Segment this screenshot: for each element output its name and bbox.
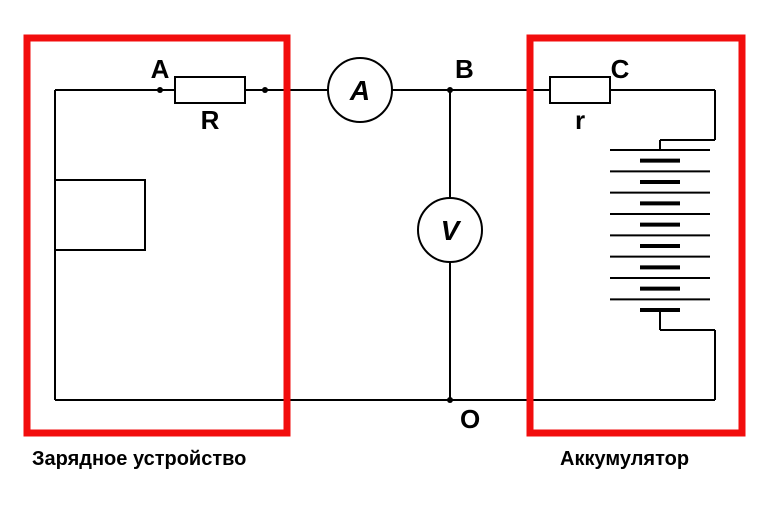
- ammeter-label: A: [349, 75, 370, 106]
- label-B: B: [455, 54, 474, 84]
- label-C: C: [611, 54, 630, 84]
- label-r: r: [575, 105, 585, 135]
- voltmeter-label: V: [441, 215, 462, 246]
- node-B-dot: [447, 87, 453, 93]
- charger-source-box: [55, 180, 145, 250]
- caption-battery: Аккумулятор: [560, 448, 689, 470]
- node-A-dot: [157, 87, 163, 93]
- label-O: O: [460, 404, 480, 434]
- caption-charger: Зарядное устройство: [32, 448, 246, 470]
- node-O-dot: [447, 397, 453, 403]
- label-A: A: [151, 54, 170, 84]
- label-R: R: [201, 105, 220, 135]
- canvas-bg: [0, 0, 782, 522]
- resistor-R: [175, 77, 245, 103]
- junction-dot: [262, 87, 268, 93]
- resistor-r: [550, 77, 610, 103]
